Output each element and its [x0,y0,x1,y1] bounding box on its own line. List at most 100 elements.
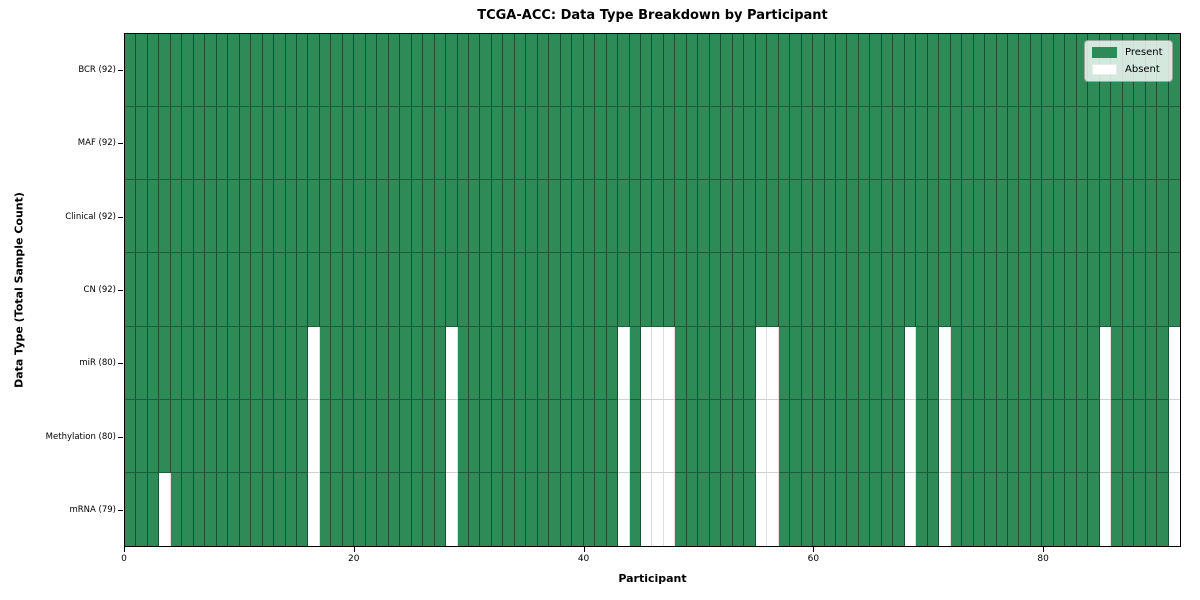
x-tick-mark [353,547,355,552]
matrix-cell [572,107,584,181]
matrix-cell [721,34,733,108]
matrix-cell [732,107,745,181]
matrix-cell [698,34,710,108]
matrix-cell [663,326,676,400]
matrix-cell [377,180,389,254]
matrix-cell [973,326,986,400]
matrix-cell [1076,472,1089,546]
legend-swatch-absent-icon [1092,64,1117,75]
matrix-cell [147,326,160,400]
matrix-cell [423,399,435,473]
matrix-cell [904,253,917,327]
matrix-cell [618,107,630,181]
matrix-cell [400,107,412,181]
matrix-cell [560,326,573,400]
matrix-cell [732,34,745,108]
y-tick-label: miR (80) [79,358,116,369]
matrix-cell [193,34,206,108]
matrix-cell [331,399,343,473]
matrix-cell [239,180,252,254]
matrix-cell [1053,399,1066,473]
matrix-cell [285,399,297,473]
matrix-cell [663,253,676,327]
matrix-cell [480,180,492,254]
matrix-cell [572,253,584,327]
matrix-cell [1088,253,1100,327]
matrix-cell [732,253,745,327]
matrix-cell [629,253,642,327]
y-tick-mark [118,510,123,512]
matrix-cell [652,253,664,327]
matrix-cell [973,472,986,546]
matrix-cell [790,107,802,181]
matrix-cell [927,399,940,473]
matrix-cell [847,472,859,546]
y-axis-label: Data Type (Total Sample Count) [12,192,26,388]
matrix-cell [618,472,630,546]
matrix-cell [457,399,470,473]
matrix-cell [1145,180,1158,254]
matrix-cell [1007,34,1020,108]
matrix-cell [1168,180,1180,254]
matrix-cell [377,34,389,108]
matrix-cell [136,107,148,181]
plot-area [124,33,1181,547]
matrix-cell [388,326,401,400]
matrix-cell [824,180,836,254]
matrix-cell [342,253,355,327]
matrix-cell [996,107,1008,181]
matrix-cell [377,399,389,473]
matrix-cell [274,107,286,181]
matrix-cell [801,180,814,254]
matrix-cell [205,34,217,108]
matrix-cell [560,399,573,473]
matrix-cell [1019,399,1031,473]
matrix-cell [228,399,240,473]
matrix-cell [411,472,424,546]
matrix-cell [480,399,492,473]
matrix-cell [870,399,882,473]
matrix-cell [721,253,733,327]
matrix-cell [446,326,458,400]
matrix-cell [182,107,194,181]
matrix-cell [652,34,664,108]
matrix-cell [1145,399,1158,473]
matrix-cell [939,107,951,181]
matrix-cell [377,107,389,181]
matrix-cell [216,472,229,546]
matrix-cell [446,253,458,327]
matrix-cell [297,107,309,181]
legend-entry-present: Present [1092,47,1163,58]
matrix-cell [675,253,687,327]
matrix-cell [331,107,343,181]
matrix-cell [778,253,791,327]
matrix-cell [652,107,664,181]
matrix-cell [411,34,424,108]
matrix-cell [491,399,504,473]
matrix-cell [469,34,481,108]
matrix-cell [675,180,687,254]
y-tick-label: Clinical (92) [65,211,116,222]
matrix-cell [182,399,194,473]
matrix-cell [354,253,366,327]
matrix-cell [973,180,986,254]
matrix-cell [193,326,206,400]
matrix-cell [1042,326,1054,400]
matrix-cell [1053,253,1066,327]
matrix-cell [159,107,171,181]
matrix-cell [262,253,275,327]
matrix-cell [973,107,986,181]
legend: Present Absent [1084,40,1173,82]
matrix-cell [583,472,596,546]
matrix-cell [1111,107,1123,181]
matrix-cell [801,399,814,473]
matrix-cell [813,107,825,181]
matrix-cell [319,399,332,473]
matrix-cell [549,399,561,473]
matrix-cell [319,180,332,254]
matrix-cell [1168,472,1180,546]
matrix-cell [147,107,160,181]
matrix-cell [927,180,940,254]
matrix-cell [274,180,286,254]
matrix-cell [1019,326,1031,400]
